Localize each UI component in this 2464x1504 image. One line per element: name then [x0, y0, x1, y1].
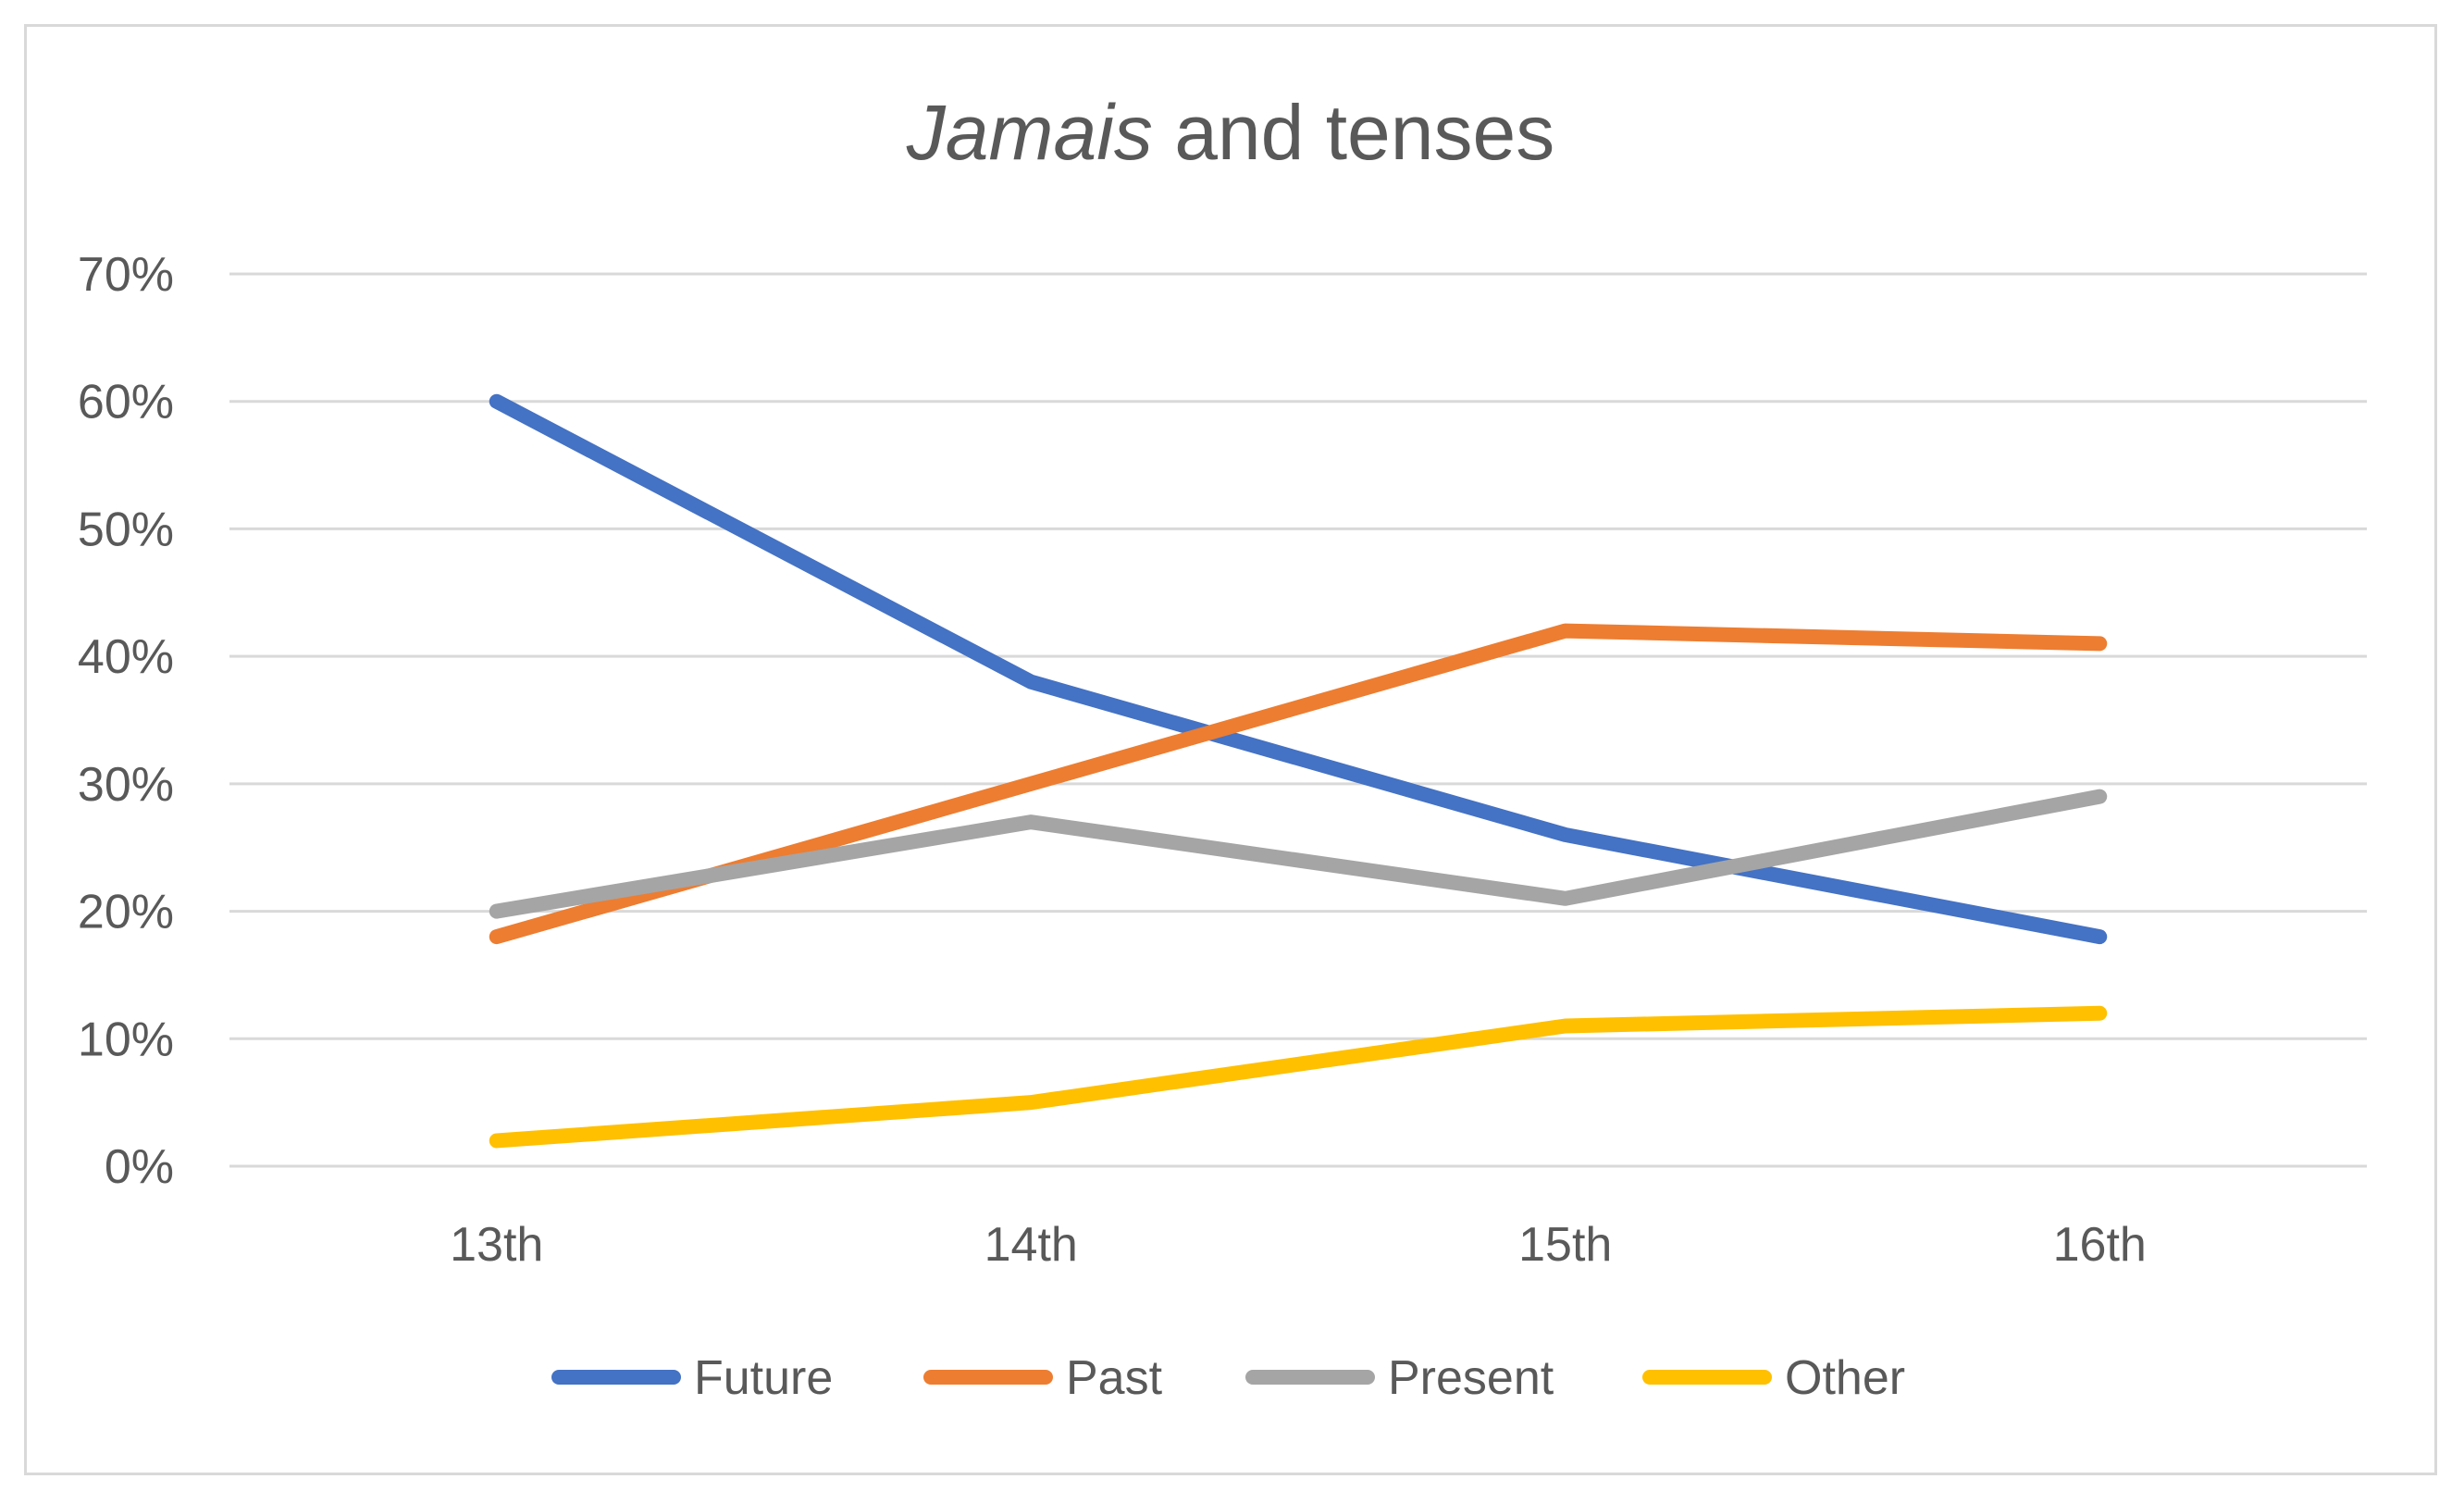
- y-tick-label: 10%: [78, 1013, 174, 1066]
- series-line-future: [489, 393, 2108, 945]
- legend-label: Future: [694, 1351, 833, 1405]
- y-tick-label: 30%: [78, 758, 174, 812]
- chart-title-italic: Jamais: [906, 89, 1153, 176]
- y-tick-label: 0%: [105, 1140, 174, 1194]
- y-tick-label: 20%: [78, 886, 174, 939]
- y-tick-label: 50%: [78, 503, 174, 556]
- legend-label: Present: [1388, 1351, 1554, 1405]
- y-tick-label: 40%: [78, 630, 174, 684]
- legend: Future Past Present Other: [551, 1351, 1905, 1405]
- x-tick-label: 16th: [2053, 1218, 2147, 1272]
- x-tick-label: 14th: [984, 1218, 1078, 1272]
- chart-frame: [24, 24, 2437, 1475]
- chart-title: Jamais and tenses: [906, 89, 1554, 176]
- legend-item-other: Other: [1642, 1351, 1905, 1405]
- y-tick-label: 70%: [78, 248, 174, 302]
- x-tick-label: 15th: [1518, 1218, 1612, 1272]
- legend-label: Past: [1066, 1351, 1163, 1405]
- x-tick-label: 13th: [450, 1218, 543, 1272]
- series-lines: [489, 393, 2108, 1149]
- chart-title-rest: and tenses: [1153, 89, 1554, 176]
- legend-item-past: Past: [923, 1351, 1163, 1405]
- y-axis-tick-labels: 0% 10% 20% 30% 40% 50% 60% 70%: [78, 248, 174, 1194]
- series-line-other: [489, 1005, 2108, 1149]
- legend-item-future: Future: [551, 1351, 833, 1405]
- legend-label: Other: [1785, 1351, 1905, 1405]
- x-axis-tick-labels: 13th 14th 15th 16th: [450, 1218, 2147, 1272]
- series-line-present: [489, 789, 2108, 919]
- y-tick-label: 60%: [78, 376, 174, 429]
- legend-item-present: Present: [1245, 1351, 1554, 1405]
- gridlines: [229, 272, 2367, 1168]
